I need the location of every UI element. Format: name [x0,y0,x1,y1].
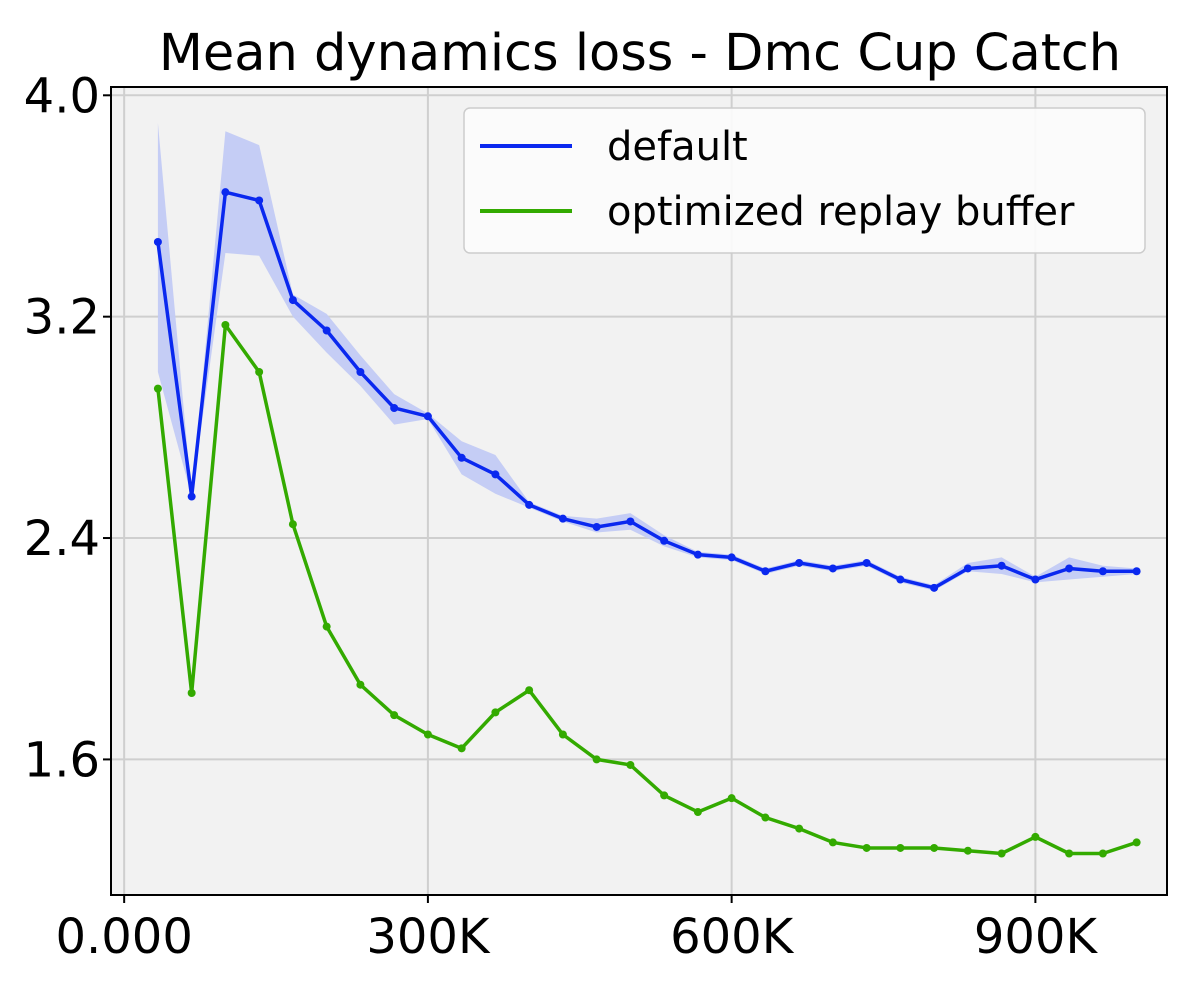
y-tick-label: 4.0 [24,68,100,124]
data-point-series-0 [592,522,601,531]
band-series-0 [157,122,1137,591]
data-point-series-0 [930,583,939,592]
data-point-series-0 [457,453,466,462]
data-point-series-1 [626,760,635,769]
x-tick-label: 0.000 [55,909,192,965]
data-point-series-0 [255,196,264,205]
legend-label-default: default [607,124,748,170]
data-point-series-0 [1098,567,1107,576]
data-point-series-0 [963,564,972,573]
data-point-series-1 [1065,849,1074,858]
data-point-series-1 [930,843,939,852]
data-point-series-1 [288,520,297,529]
data-point-series-1 [727,794,736,803]
data-point-series-1 [1098,849,1107,858]
legend-label-optimized-replay-buffer: optimized replay buffer [607,189,1075,235]
data-point-series-1 [187,689,196,697]
data-point-series-0 [153,237,162,246]
data-point-series-0 [1132,567,1141,576]
data-point-series-1 [457,744,466,753]
confidence-bands [157,122,1137,591]
y-tick-label: 1.6 [24,732,100,788]
data-point-series-0 [862,558,871,567]
legend: default optimized replay buffer [463,107,1146,254]
data-point-series-1 [221,320,230,329]
data-point-series-0 [356,368,365,377]
data-point-series-0 [1065,564,1074,573]
data-point-series-1 [795,824,804,833]
y-tick-label: 2.4 [24,511,100,567]
data-point-series-0 [187,492,196,501]
data-point-series-1 [356,680,365,689]
data-point-series-0 [896,575,905,584]
data-point-series-1 [390,711,399,720]
data-point-series-1 [761,813,770,822]
data-point-series-0 [828,564,837,573]
data-point-series-1 [660,791,669,800]
data-point-series-0 [727,553,736,562]
axis-ticks: 0.000 300K 600K 900K 1.6 2.4 3.2 4.0 [24,68,1099,965]
series-points [153,188,1141,858]
data-point-series-0 [626,517,635,526]
data-point-series-0 [525,500,534,509]
data-point-series-0 [221,188,230,197]
data-point-series-0 [693,550,702,559]
data-point-series-1 [255,368,264,377]
data-point-series-1 [153,384,162,393]
data-point-series-0 [795,558,804,567]
series-line-1 [156,323,1138,856]
data-point-series-1 [1031,832,1040,841]
data-point-series-0 [660,536,669,545]
data-point-series-0 [390,403,399,412]
data-point-series-1 [1132,838,1141,847]
data-point-series-0 [997,561,1006,570]
chart-title: Mean dynamics loss - Dmc Cup Catch [159,24,1121,83]
series-lines [156,190,1138,856]
data-point-series-0 [423,412,432,421]
data-point-series-1 [896,843,905,852]
data-point-series-0 [288,296,297,305]
x-tick-label: 900K [974,909,1099,965]
data-point-series-0 [322,326,331,335]
legend-box [463,107,1146,254]
data-point-series-0 [558,514,567,523]
data-point-series-1 [693,807,702,816]
data-point-series-1 [423,730,432,739]
data-point-series-1 [558,730,567,739]
data-point-series-0 [1031,575,1040,584]
x-tick-label: 600K [670,909,795,965]
y-tick-label: 3.2 [24,290,100,346]
data-point-series-1 [322,622,331,631]
data-point-series-1 [828,838,837,847]
data-point-series-1 [997,849,1006,858]
series-line-0 [156,190,1137,590]
x-tick-label: 300K [366,909,491,965]
data-point-series-1 [491,708,500,717]
data-point-series-1 [862,843,871,852]
plot-frame [110,86,1168,896]
data-point-series-1 [525,686,534,695]
data-point-series-1 [592,755,601,764]
data-point-series-0 [761,567,770,576]
data-point-series-1 [963,846,972,855]
data-point-series-0 [491,470,500,479]
